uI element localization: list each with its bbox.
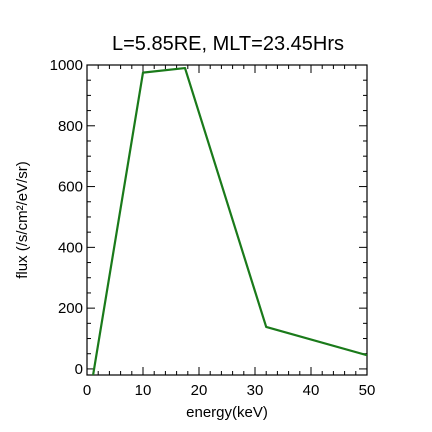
y-tick-label: 400 xyxy=(58,239,83,256)
series-layer xyxy=(91,66,367,375)
y-tick-label: 0 xyxy=(75,361,83,378)
series-line xyxy=(91,66,367,375)
x-tick-label: 20 xyxy=(191,382,208,399)
y-axis: 0 200 400 600 800 1000 xyxy=(50,57,367,378)
plot-frame xyxy=(86,64,368,376)
y-tick-label: 200 xyxy=(58,300,83,317)
chart-title: L=5.85RE, MLT=23.45Hrs xyxy=(112,33,344,55)
y-tick-label: 600 xyxy=(58,179,83,196)
x-tick-label: 40 xyxy=(303,382,320,399)
x-tick-label: 10 xyxy=(135,382,152,399)
plot-area xyxy=(86,64,368,376)
y-axis-label: flux (/s/cm²/eV/sr) xyxy=(14,161,31,279)
x-axis: 0 10 20 30 40 50 xyxy=(83,65,376,399)
x-axis-label: energy(keV) xyxy=(186,404,268,421)
x-tick-label: 30 xyxy=(247,382,264,399)
x-tick-label: 50 xyxy=(359,382,376,399)
y-tick-label: 800 xyxy=(58,118,83,135)
y-tick-label: 1000 xyxy=(50,57,83,74)
x-tick-label: 0 xyxy=(83,382,91,399)
